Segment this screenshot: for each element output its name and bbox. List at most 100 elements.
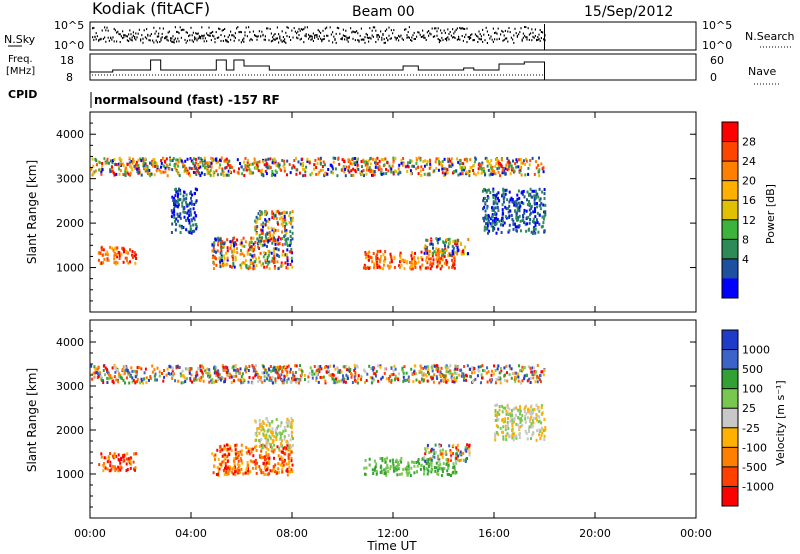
scatter-cell — [208, 375, 211, 379]
scatter-cell — [467, 252, 469, 256]
nsky-point — [207, 34, 209, 36]
scatter-cell — [106, 250, 109, 254]
nsky-point — [444, 31, 446, 34]
scatter-cell — [286, 248, 289, 252]
scatter-cell — [519, 219, 522, 223]
scatter-cell — [220, 172, 223, 176]
nsky-point — [353, 31, 355, 34]
scatter-cell — [283, 366, 286, 370]
scatter-cell — [400, 158, 403, 162]
scatter-cell — [267, 219, 270, 223]
scatter-cell — [388, 164, 391, 168]
scatter-cell — [420, 366, 423, 370]
scatter-cell — [178, 224, 181, 228]
scatter-cell — [354, 163, 357, 166]
scatter-cell — [163, 375, 166, 379]
scatter-cell — [357, 168, 360, 171]
scatter-cell — [118, 466, 121, 470]
scatter-cell — [488, 162, 491, 166]
scatter-cell — [441, 470, 444, 473]
scatter-cell — [224, 377, 227, 381]
colorbar-segment — [722, 349, 738, 370]
scatter-cell — [271, 170, 274, 173]
scatter-cell — [504, 428, 507, 432]
scatter-cell — [407, 464, 410, 468]
scatter-cell — [424, 244, 427, 248]
scatter-cell — [439, 162, 442, 166]
scatter-cell — [507, 427, 510, 430]
scatter-cell — [238, 451, 241, 455]
nsky-point — [274, 39, 276, 41]
scatter-cell — [384, 460, 387, 464]
nsky-point — [222, 29, 224, 31]
scatter-cell — [263, 371, 266, 375]
scatter-cell — [309, 173, 312, 177]
scatter-cell — [424, 459, 427, 463]
nsky-point — [102, 37, 104, 40]
scatter-cell — [248, 241, 251, 245]
scatter-cell — [460, 168, 463, 172]
scatter-cell — [509, 209, 512, 213]
scatter-cell — [465, 378, 468, 382]
scatter-cell — [539, 197, 542, 201]
scatter-cell — [435, 451, 438, 454]
scatter-cell — [410, 172, 413, 176]
scatter-cell — [220, 256, 223, 260]
scatter-cell — [535, 376, 538, 380]
scatter-cell — [119, 169, 122, 173]
scatter-cell — [404, 165, 407, 169]
scatter-cell — [174, 228, 177, 232]
scatter-cell — [536, 202, 538, 205]
scatter-cell — [423, 251, 426, 255]
scatter-cell — [540, 406, 543, 410]
scatter-cell — [256, 430, 258, 434]
scatter-cell — [252, 454, 255, 458]
scatter-cell — [228, 375, 231, 379]
nsky-point — [272, 36, 274, 39]
scatter-cell — [269, 157, 272, 161]
scatter-cell — [265, 172, 268, 176]
scatter-cell — [543, 197, 546, 200]
scatter-cell — [489, 163, 492, 167]
scatter-cell — [239, 252, 242, 256]
scatter-cell — [160, 159, 163, 163]
scatter-cell — [319, 158, 322, 162]
nsky-point — [292, 36, 294, 39]
scatter-cell — [281, 450, 284, 454]
scatter-cell — [117, 369, 119, 373]
scatter-cell — [251, 364, 254, 368]
scatter-cell — [274, 169, 277, 173]
scatter-cell — [432, 258, 435, 262]
scatter-cell — [250, 261, 252, 265]
nsky-point — [189, 34, 191, 37]
scatter-cell — [110, 376, 113, 380]
scatter-cell — [177, 189, 179, 193]
scatter-cell — [535, 218, 538, 222]
scatter-cell — [501, 203, 504, 207]
scatter-cell — [516, 160, 519, 164]
scatter-cell — [360, 375, 363, 379]
scatter-cell — [464, 460, 467, 463]
scatter-cell — [332, 364, 335, 368]
scatter-cell — [433, 466, 436, 469]
scatter-cell — [381, 457, 384, 460]
scatter-cell — [262, 255, 265, 259]
scatter-cell — [233, 242, 235, 246]
scatter-cell — [367, 258, 370, 262]
scatter-cell — [295, 168, 298, 172]
scatter-cell — [286, 266, 289, 270]
scatter-cell — [514, 225, 517, 229]
scatter-cell — [107, 259, 110, 262]
scatter-cell — [121, 368, 124, 371]
scatter-cell — [296, 379, 299, 383]
scatter-cell — [451, 258, 453, 262]
scatter-cell — [291, 376, 293, 380]
scatter-cell — [472, 169, 475, 172]
scatter-cell — [154, 161, 157, 165]
scatter-cell — [313, 372, 316, 376]
nsky-point — [417, 31, 419, 34]
scatter-cell — [447, 458, 450, 462]
scatter-cell — [419, 467, 422, 471]
scatter-cell — [530, 437, 532, 441]
colorbar-tick-label: 1000 — [742, 344, 770, 357]
